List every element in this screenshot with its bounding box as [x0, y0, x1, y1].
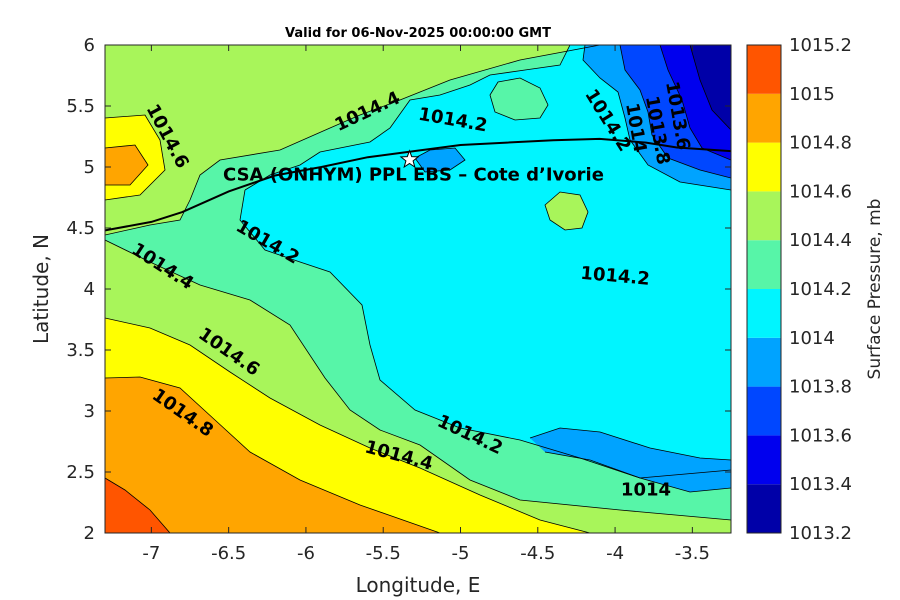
colorbar-tick-label: 1014 — [789, 328, 835, 349]
colorbar-band — [747, 484, 781, 533]
x-tick-label: -4.5 — [520, 543, 555, 564]
colorbar-tick-label: 1014.2 — [789, 279, 852, 300]
x-axis-ticks: -7 -6.5 -6 -5.5 -5 -4.5 -4 -3.5 — [142, 45, 710, 564]
colorbar-band — [747, 93, 781, 143]
y-tick-label: 4 — [84, 279, 95, 300]
station-star-icon — [399, 149, 420, 169]
x-axis-label: Longitude, E — [356, 573, 481, 597]
coastline — [105, 137, 731, 232]
colorbar-band — [747, 386, 781, 436]
colorbar-frame — [746, 44, 782, 534]
region-1015 — [105, 478, 170, 533]
colorbar-tick-label: 1013.6 — [789, 425, 852, 446]
y-tick-label: 4.5 — [66, 218, 95, 239]
colorbar-tick-label: 1013.4 — [789, 474, 852, 495]
x-tick-label: -4 — [606, 543, 624, 564]
colorbar-tick-label: 1013.2 — [789, 523, 852, 544]
y-tick-label: 3 — [84, 401, 95, 422]
colorbar-band — [747, 142, 781, 192]
region-1014 — [240, 45, 731, 478]
colorbar-tick-label: 1015 — [789, 84, 835, 105]
y-axis-label: Latitude, N — [29, 234, 53, 344]
region-1014-inner-low — [530, 428, 731, 492]
colorbar-tick-label: 1013.8 — [789, 377, 852, 398]
x-tick-label: -6.5 — [211, 543, 246, 564]
y-tick-label: 2.5 — [66, 462, 95, 483]
contour-label: 1014 — [621, 479, 671, 500]
colorbar-tick-label: 1014.8 — [789, 133, 852, 154]
colorbar-band — [747, 240, 781, 289]
y-tick-label: 3.5 — [66, 340, 95, 361]
colorbar-tick-label: 1014.4 — [789, 230, 852, 251]
colorbar-label: Surface Pressure, mb — [865, 199, 885, 380]
region-1014-8-west — [105, 145, 148, 185]
colorbar: 1013.2 1013.4 1013.6 1013.8 1014 1014.2 1014.4… — [747, 35, 852, 544]
y-tick-label: 5.5 — [66, 96, 95, 117]
y-tick-label: 2 — [84, 523, 95, 544]
colorbar-tick-label: 1015.2 — [789, 35, 852, 56]
x-tick-label: -5.5 — [366, 543, 401, 564]
colorbar-band — [747, 289, 781, 338]
figure-title: Valid for 06-Nov-2025 00:00:00 GMT — [285, 26, 551, 41]
colorbar-band — [747, 45, 781, 94]
x-tick-label: -3.5 — [675, 543, 710, 564]
region-1013-8-island — [415, 148, 465, 172]
y-tick-label: 6 — [84, 35, 95, 56]
x-tick-label: -7 — [142, 543, 160, 564]
region-1014-2-island — [490, 78, 548, 120]
station-label: CSA (ONHYM) PPL EBS – Cote d’Ivorie — [223, 165, 604, 186]
colorbar-band — [747, 337, 781, 387]
region-1014-4-island — [545, 192, 588, 230]
region-1013-2 — [690, 45, 731, 130]
y-tick-label: 5 — [84, 157, 95, 178]
x-tick-label: -5 — [452, 543, 470, 564]
colorbar-tick-label: 1014.6 — [789, 181, 852, 202]
x-tick-label: -6 — [297, 543, 315, 564]
colorbar-band — [747, 435, 781, 485]
contour-map: 1014.6 1014.4 1014.2 1014.210141013.81013.6… — [105, 45, 731, 533]
colorbar-band — [747, 191, 781, 241]
y-axis-ticks: 2 2.5 3 3.5 4 4.5 5 5.5 6 — [66, 35, 731, 544]
